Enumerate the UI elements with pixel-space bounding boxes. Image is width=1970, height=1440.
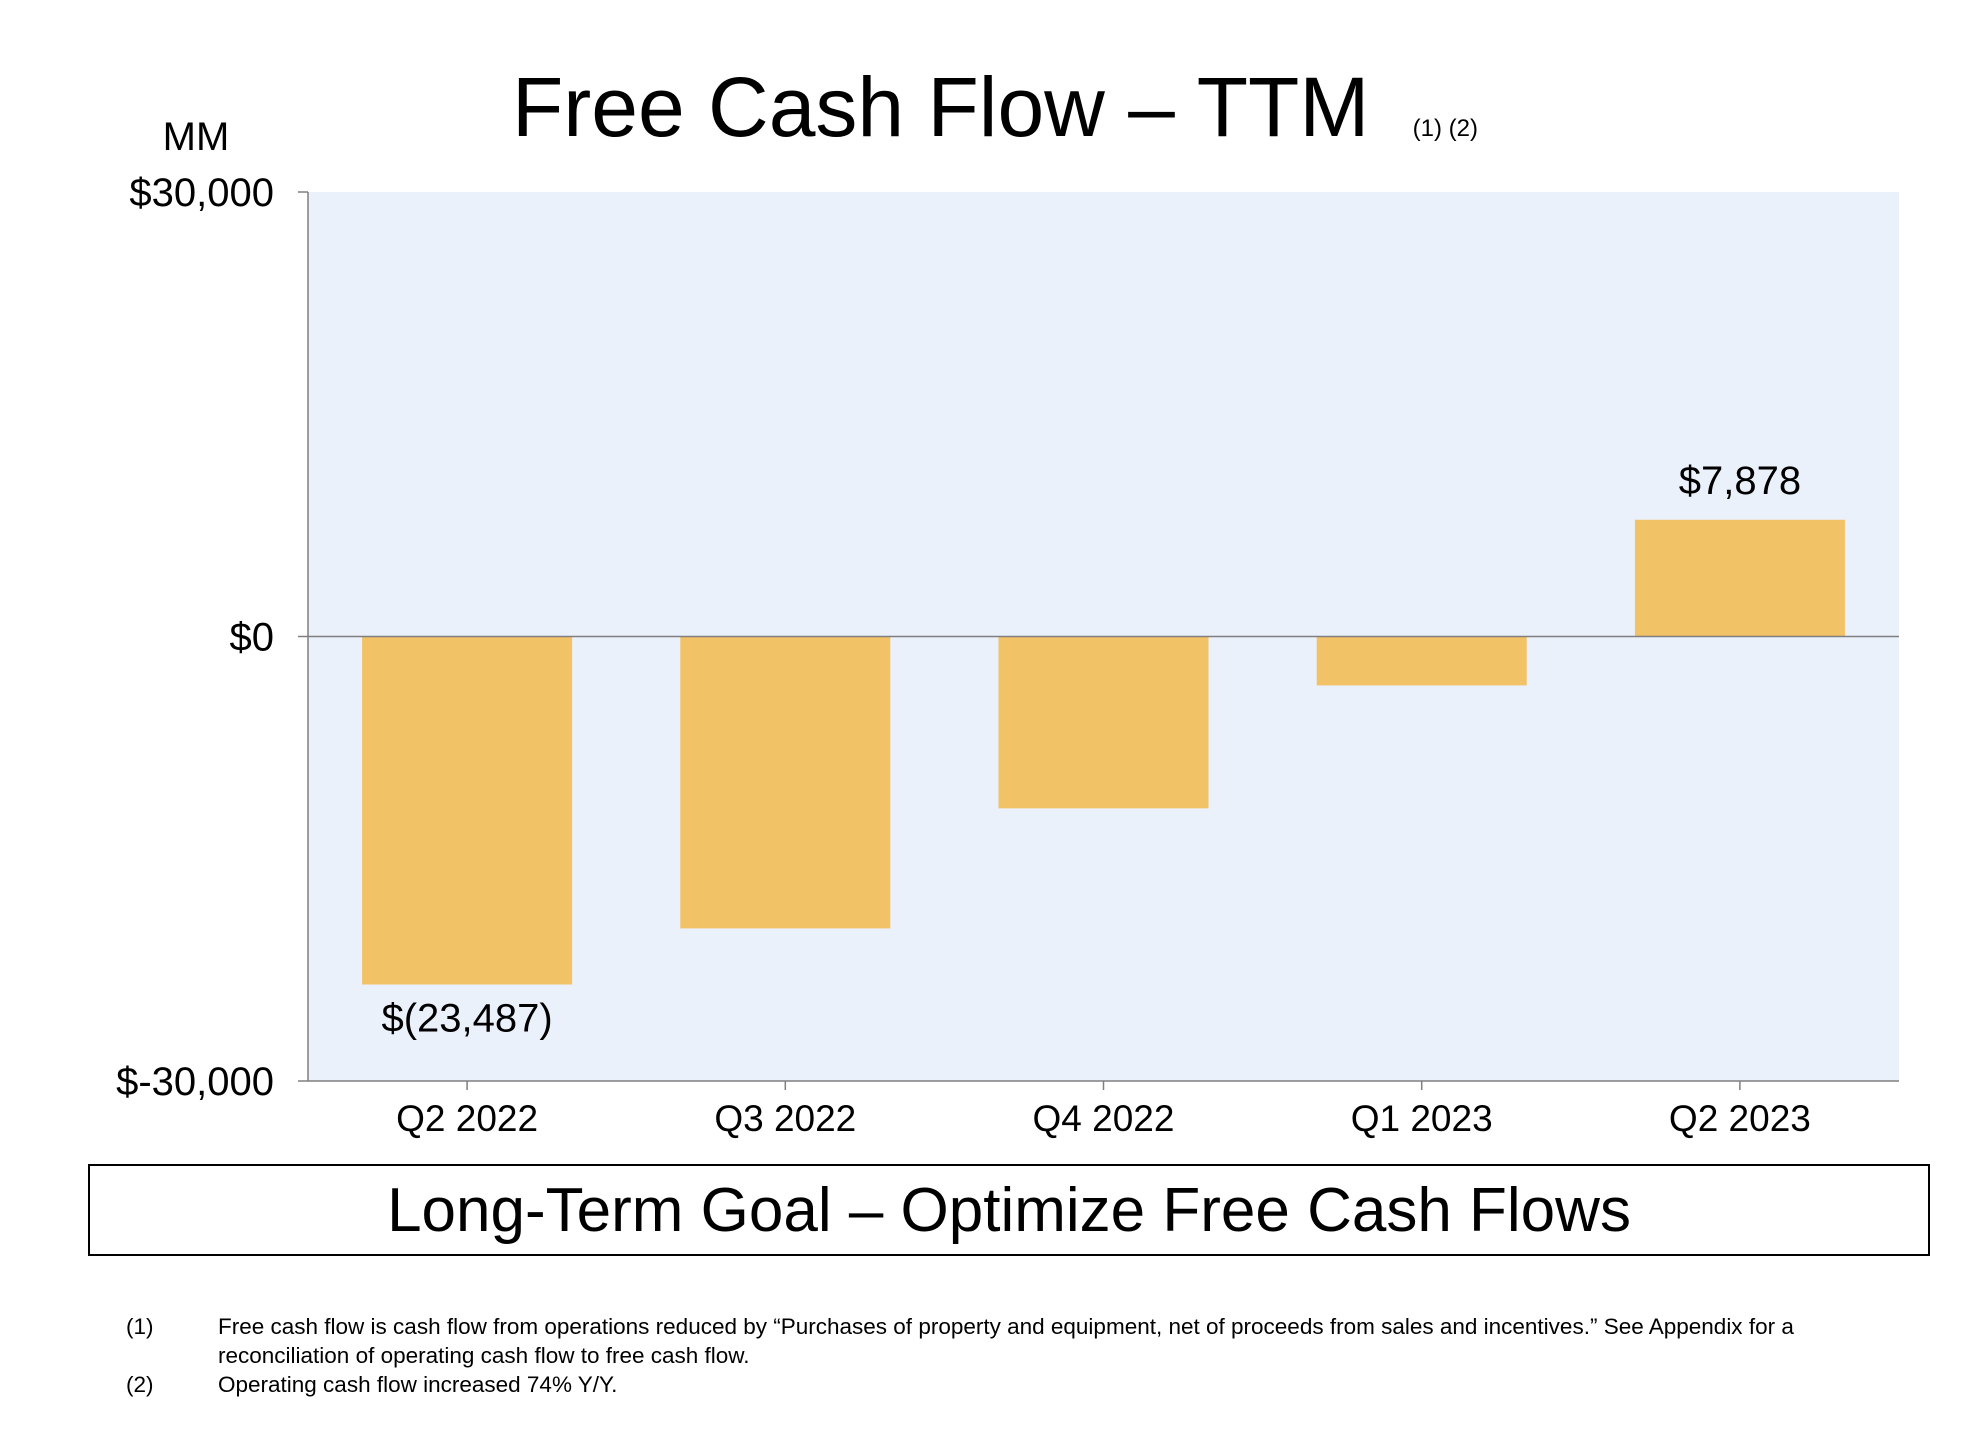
chart-title-main: Free Cash Flow – TTM xyxy=(512,60,1369,154)
footnote-2-number: (2) xyxy=(126,1372,154,1397)
data-label: $(23,487) xyxy=(381,996,552,1040)
bar-q3-2022 xyxy=(680,636,891,929)
data-label: $7,878 xyxy=(1679,459,1801,503)
bars xyxy=(362,519,1845,985)
y-tick-label: $30,000 xyxy=(129,171,274,215)
footnote-2-text: Operating cash flow increased 74% Y/Y. xyxy=(218,1372,618,1397)
footnote-1-text: Free cash flow is cash flow from operati… xyxy=(218,1314,1794,1368)
bar-q1-2023 xyxy=(1316,636,1527,686)
x-tick-label: Q3 2022 xyxy=(714,1098,856,1139)
x-tick-label: Q2 2022 xyxy=(396,1098,538,1139)
chart-title-footnote-refs: (1) (2) xyxy=(1413,115,1478,142)
axes xyxy=(298,191,1899,1090)
y-unit-label: MM xyxy=(163,115,230,159)
bar-q4-2022 xyxy=(998,636,1209,809)
y-tick-label: $0 xyxy=(230,616,275,660)
chart-title: Free Cash Flow – TTM (1) (2) xyxy=(512,60,1478,154)
bar-q2-2022 xyxy=(362,636,573,985)
x-tick-label: Q4 2022 xyxy=(1033,1098,1175,1139)
long-term-goal-text: Long-Term Goal – Optimize Free Cash Flow… xyxy=(387,1175,1631,1245)
x-tick-label: Q1 2023 xyxy=(1351,1098,1493,1139)
chart-text: Free Cash Flow – TTM (1) (2) MM Q2 2022 $… xyxy=(116,60,1811,1139)
bar-q2-2023 xyxy=(1634,519,1845,637)
footnote-1-number: (1) xyxy=(126,1314,154,1339)
y-tick-label: $-30,000 xyxy=(116,1060,274,1104)
x-tick-label: Q2 2023 xyxy=(1669,1098,1811,1139)
long-term-goal-banner: Long-Term Goal – Optimize Free Cash Flow… xyxy=(88,1164,1930,1256)
